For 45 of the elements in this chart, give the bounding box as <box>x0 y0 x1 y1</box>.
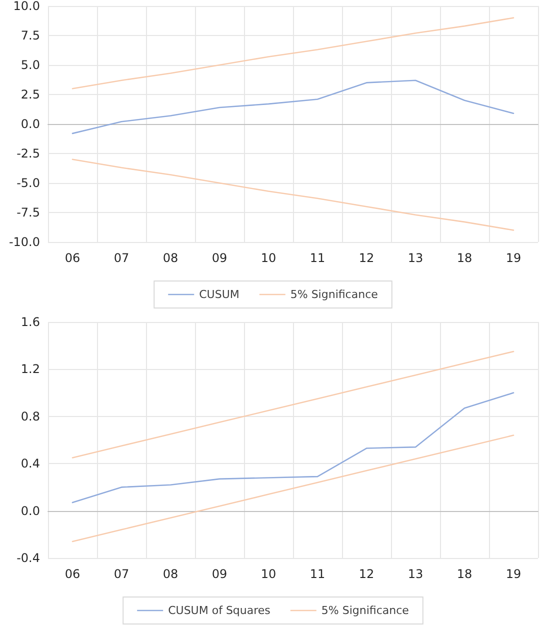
line-series <box>72 80 514 134</box>
y-tick-label: 0.8 <box>20 409 40 424</box>
line-series <box>72 350 514 458</box>
y-tick-label: -0.4 <box>16 551 40 565</box>
x-tick-label: 07 <box>114 567 130 581</box>
y-tick-label: 10.0 <box>13 0 40 13</box>
y-tick-label: -5.0 <box>16 176 40 190</box>
x-tick-label: 06 <box>64 251 80 265</box>
x-tick-label: 11 <box>310 251 326 265</box>
legend-label: CUSUM of Squares <box>168 604 271 617</box>
y-tick-label: 7.5 <box>20 28 40 42</box>
y-tick-label: 5.0 <box>20 58 40 72</box>
y-tick-label: -7.5 <box>16 206 40 220</box>
x-tick-label: 06 <box>64 567 80 581</box>
y-tick-label: 2.5 <box>20 88 40 102</box>
y-tick-label: 1.2 <box>20 362 40 376</box>
x-tick-label: 12 <box>358 251 374 265</box>
y-tick-label: -2.5 <box>16 146 40 160</box>
x-tick-label: 13 <box>408 251 424 265</box>
x-tick-label: 09 <box>212 567 228 581</box>
line-series <box>72 392 514 504</box>
x-tick-label: 12 <box>358 567 374 581</box>
x-tick-label: 08 <box>162 567 178 581</box>
y-tick-label: -10.0 <box>8 235 40 249</box>
x-tick-label: 11 <box>310 567 326 581</box>
y-tick-label: 1.6 <box>20 315 40 329</box>
legend-label: 5% Significance <box>290 288 378 301</box>
x-tick-label: 18 <box>456 567 472 581</box>
y-tick-label: 0.0 <box>20 504 40 518</box>
x-tick-label: 13 <box>408 567 424 581</box>
y-tick-label: 0.0 <box>20 117 40 131</box>
x-tick-label: 18 <box>456 251 472 265</box>
line-series <box>72 434 514 542</box>
legend-label: 5% Significance <box>321 604 410 617</box>
x-tick-label: 07 <box>114 251 130 265</box>
y-tick-label: 0.4 <box>20 456 40 471</box>
x-tick-label: 09 <box>212 251 228 265</box>
line-series <box>72 17 514 90</box>
legend-label: CUSUM <box>199 288 240 301</box>
line-series <box>72 158 514 231</box>
x-tick-label: 10 <box>260 567 276 581</box>
x-tick-label: 10 <box>260 251 276 265</box>
x-tick-label: 19 <box>506 567 522 581</box>
x-tick-label: 19 <box>506 251 522 265</box>
x-tick-label: 08 <box>162 251 178 265</box>
